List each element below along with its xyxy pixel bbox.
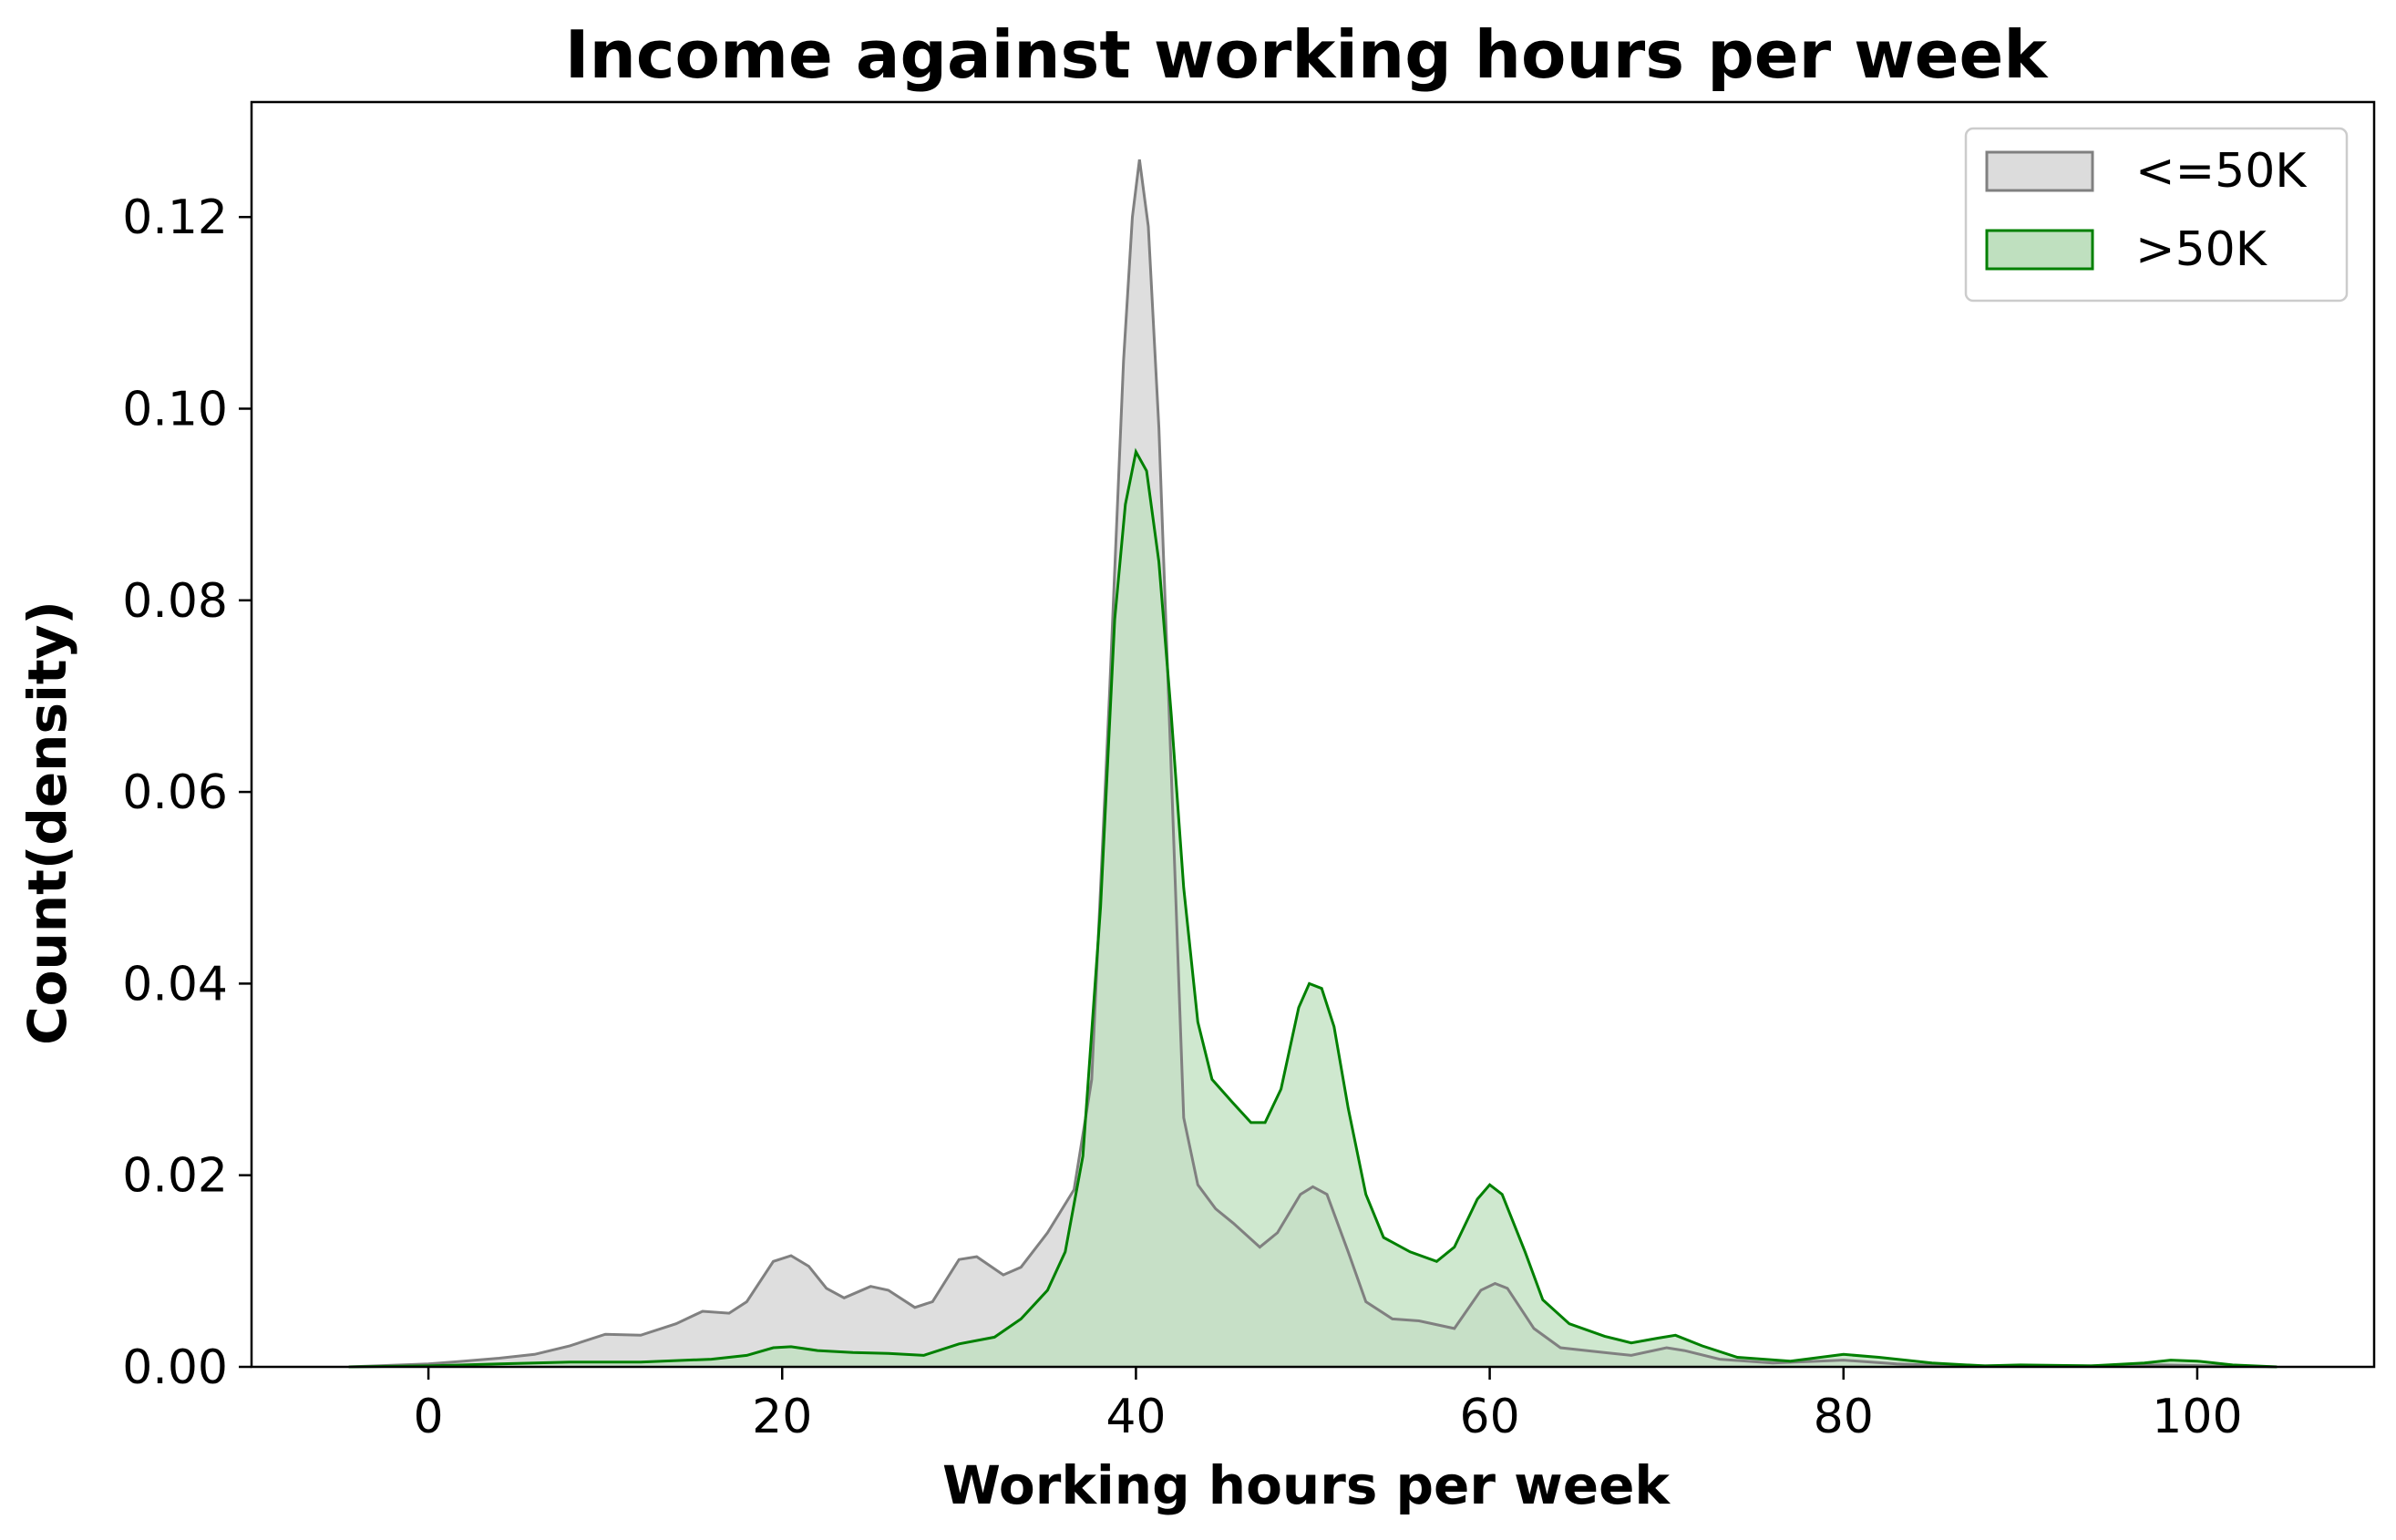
x-tick-label: 100 [2152,1390,2242,1444]
x-tick-label: 0 [414,1390,444,1444]
series-line-le50k [348,159,2278,1369]
legend: <=50K >50K [1964,127,2349,303]
x-axis-label: Working hours per week [942,1454,1671,1516]
y-tick-label: 0.02 [122,1149,228,1204]
y-tick-label: 0.04 [122,957,228,1011]
legend-swatch-le50k [1985,150,2094,192]
x-tick-label: 80 [1814,1390,1874,1444]
x-tick-label: 20 [752,1390,812,1444]
x-tick-label: 60 [1459,1390,1519,1444]
legend-swatch-gt50k [1985,229,2094,271]
y-axis-label: Count(density) [16,601,78,1045]
y-tick-label: 0.00 [122,1340,228,1395]
y-tick-label: 0.06 [122,765,228,820]
plot-area [348,159,2278,1369]
series-line-gt50k [348,447,2278,1369]
y-tick-label: 0.10 [122,382,228,436]
y-tick-label: 0.12 [122,190,228,245]
plot-frame [250,100,2376,1369]
series-area-gt50k [348,451,2278,1367]
x-tick-label: 40 [1105,1390,1166,1444]
chart-title: Income against working hours per week [565,16,2050,93]
axes: 0 20 40 60 80 100 0.00 0.02 0.04 0.06 0.08 0.10 0.12 [122,100,2376,1444]
y-tick-label: 0.08 [122,574,228,629]
legend-label-gt50k: >50K [2135,222,2268,277]
legend-label-le50k: <=50K [2135,144,2308,199]
